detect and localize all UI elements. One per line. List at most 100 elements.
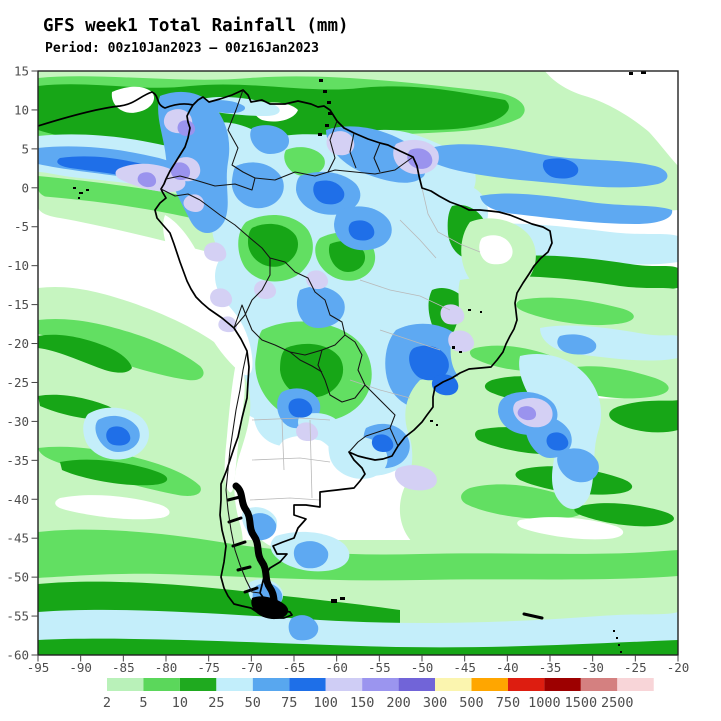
shade-region-b1 [480,193,673,224]
lat-tick-label: -15 [6,297,29,312]
lat-tick-label: -25 [6,375,29,390]
legend-value-label: 200 [386,695,410,711]
legend-value-label: 750 [496,695,520,711]
lat-tick-label: -35 [6,453,29,468]
country-border [199,199,271,259]
legend-swatch [252,678,290,691]
shade-region-b1 [231,162,284,209]
shade-region-g3 [609,400,678,433]
fjord-coastline [227,516,243,524]
legend-swatch [362,678,399,691]
legend-swatch [216,678,253,691]
country-border [327,120,338,173]
country-border [373,142,381,173]
shade-region-b2 [288,398,313,418]
shade-region-white [55,495,170,520]
island-dot [325,124,329,127]
legend-swatch [544,678,581,691]
shade-region-p1 [440,304,465,325]
map-plot-area [38,71,678,655]
lon-tick-label: -65 [283,660,306,675]
color-legend: 2 5 10 25 50 75 100 150 200 300 500 750 1000 1500 2500 [103,678,654,711]
legend-value-label: 10 [172,695,188,711]
country-border [160,188,201,201]
legend-value-label: 150 [350,695,374,711]
coastline [154,89,553,619]
shade-region-b2 [371,434,394,453]
lon-tick-label: -60 [325,660,348,675]
island-dot [480,311,482,313]
shade-region-g3 [248,223,299,267]
legend-value-label: 1000 [528,695,561,711]
country-border [227,89,256,179]
state-border [251,417,331,421]
island-dot [318,133,322,136]
shade-region-g2 [284,147,325,176]
island-dot [340,597,345,600]
lon-tick-label: -95 [27,660,50,675]
lat-tick-label: -55 [6,609,29,624]
country-border [233,304,291,353]
lon-tick-label: -50 [411,660,434,675]
lat-tick-label: 15 [14,64,29,79]
state-border [281,419,285,471]
shade-region-white [517,517,624,540]
island-dot [327,101,331,104]
shade-region-g2 [461,484,584,520]
country-border [389,427,399,447]
legend-value-label: 25 [208,695,224,711]
shade-region-g3 [280,343,344,398]
lat-tick-label: 0 [21,180,29,195]
island-dot [86,189,89,191]
lon-tick-label: -90 [69,660,92,675]
island-dot [430,420,433,422]
shade-region-b2 [546,432,569,451]
lat-tick-label: -50 [6,570,29,585]
country-border [233,258,271,329]
shade-region-b2 [106,426,131,446]
lat-tick-label: -30 [6,414,29,429]
legend-swatch [398,678,436,691]
shade-region-g3 [38,334,132,373]
shade-region-b2 [313,180,345,205]
fjord-coastline [236,565,252,572]
shade-region-p1 [394,465,437,491]
lat-tick-label: 10 [14,102,29,117]
shade-region-b1 [288,615,319,641]
shade-region-p1 [210,288,233,308]
country-border [317,334,366,403]
island-dot [468,309,471,311]
island-dot [323,90,327,93]
shade-region-g2 [38,318,204,381]
coastline [38,91,194,127]
shade-region-b1 [296,286,345,328]
shade-region-b2 [542,158,579,179]
shade-region-white [479,235,513,265]
country-border [269,257,346,336]
lon-tick-label: -55 [368,660,391,675]
plot-frame [37,70,679,656]
shade-region-g3 [60,459,168,486]
lat-tick-label: -45 [6,531,29,546]
country-border-layer [160,89,414,594]
state-border [249,497,321,501]
shade-region-c1 [328,435,388,479]
shade-region-p2 [137,172,157,188]
shade-region-p1 [326,131,355,156]
lon-tick-label: -70 [240,660,263,675]
country-border [165,175,256,191]
country-border [348,427,391,453]
coastline-layer [38,89,553,619]
fjord-coastline [231,540,247,548]
island-dot [328,112,332,115]
shade-region-p1 [218,316,238,333]
shade-region-p2 [517,406,537,421]
lon-tick-label: -30 [581,660,604,675]
island-dot [613,630,615,632]
island-dot [79,192,83,194]
legend-value-label: 5 [139,695,147,711]
legend-swatch [471,678,508,691]
island-dot [620,651,622,653]
island-dot [73,187,76,189]
